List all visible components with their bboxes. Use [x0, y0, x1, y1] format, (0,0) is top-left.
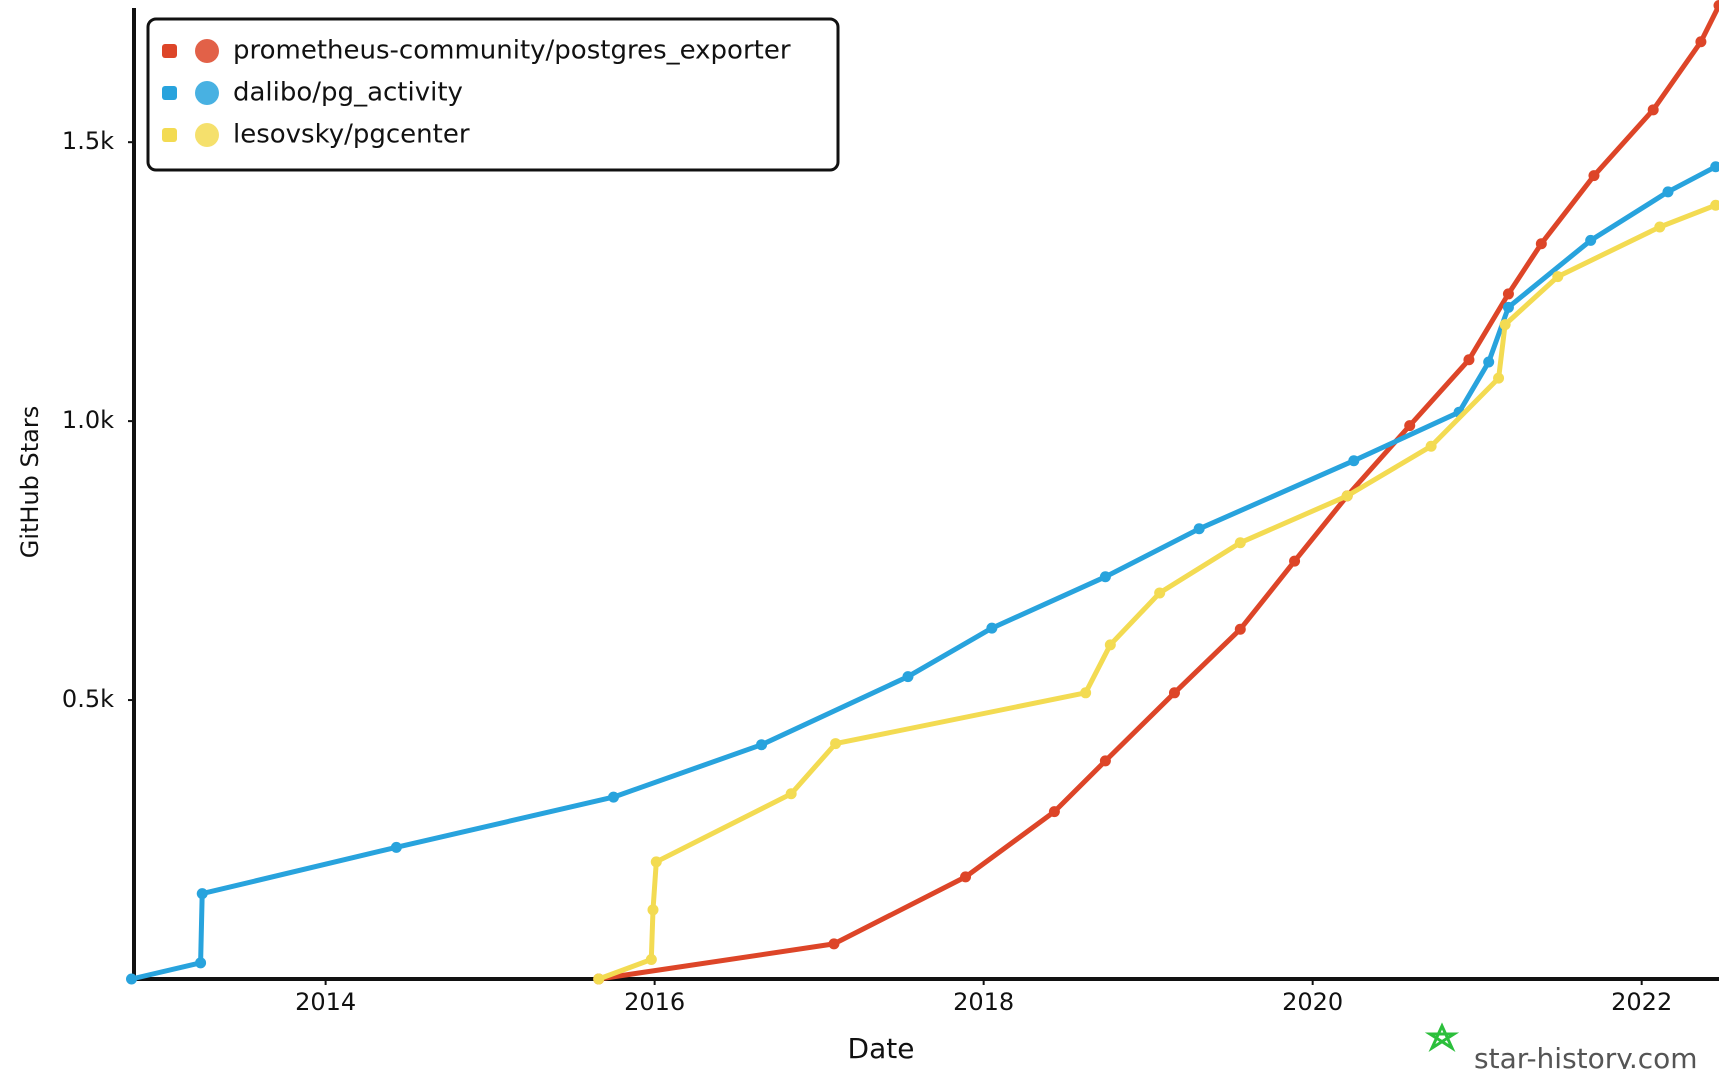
- point: [1503, 302, 1514, 313]
- legend-avatar: [195, 81, 219, 105]
- point: [1100, 755, 1111, 766]
- point: [1536, 238, 1547, 249]
- point: [1049, 806, 1060, 817]
- point: [647, 904, 658, 915]
- point: [1342, 490, 1353, 501]
- point: [1404, 420, 1415, 431]
- y-tick-label: 1.5k: [62, 127, 114, 155]
- legend-swatch: [162, 128, 177, 142]
- x-tick-label: 2018: [953, 988, 1014, 1016]
- point: [1483, 356, 1494, 367]
- point: [1348, 455, 1359, 466]
- point: [1463, 354, 1474, 365]
- point: [902, 671, 913, 682]
- point: [126, 974, 137, 985]
- point: [1493, 373, 1504, 384]
- point: [1289, 556, 1300, 567]
- legend-label: dalibo/pg_activity: [233, 78, 463, 108]
- legend-avatar: [195, 123, 219, 147]
- point: [1648, 104, 1659, 115]
- point: [1552, 271, 1563, 282]
- legend-swatch: [162, 44, 177, 58]
- x-tick-label: 2016: [624, 988, 685, 1016]
- point: [1585, 235, 1596, 246]
- point: [1663, 186, 1674, 197]
- point: [1426, 441, 1437, 452]
- watermark-text: star-history.com: [1474, 1042, 1698, 1069]
- point: [986, 623, 997, 634]
- legend-swatch: [162, 86, 177, 100]
- point: [1105, 639, 1116, 650]
- legend-avatar: [195, 39, 219, 63]
- point: [1235, 537, 1246, 548]
- point: [391, 842, 402, 853]
- point: [1080, 687, 1091, 698]
- point: [1100, 571, 1111, 582]
- legend-label: prometheus-community/postgres_exporter: [233, 36, 791, 66]
- x-tick-label: 2022: [1611, 988, 1672, 1016]
- point: [1654, 221, 1665, 232]
- point: [756, 739, 767, 750]
- series-line: [132, 167, 1716, 979]
- point: [1194, 523, 1205, 534]
- point: [1235, 624, 1246, 635]
- point: [1169, 687, 1180, 698]
- point: [646, 954, 657, 965]
- point: [651, 856, 662, 867]
- page: {"chart_data": { "type": "line", "x_labe…: [0, 0, 1719, 1069]
- point: [1588, 170, 1599, 181]
- watermark: star-history.com: [1430, 1026, 1698, 1069]
- point: [608, 792, 619, 803]
- point: [197, 888, 208, 899]
- x-axis-label: Date: [848, 1032, 915, 1065]
- point: [1503, 288, 1514, 299]
- point: [1695, 36, 1706, 47]
- chart: Date GitHub Stars star-history.com 0.5k 1…: [0, 0, 1719, 1069]
- x-tick-label: 2020: [1282, 988, 1343, 1016]
- y-axis-label: GitHub Stars: [16, 406, 44, 559]
- point: [828, 938, 839, 949]
- legend: prometheus-community/postgres_exporterda…: [148, 19, 838, 170]
- point: [786, 788, 797, 799]
- y-tick-label: 1.0k: [62, 406, 114, 434]
- point: [593, 974, 604, 985]
- point: [1154, 587, 1165, 598]
- watermark-icon: [1430, 1026, 1454, 1048]
- point: [1500, 319, 1511, 330]
- point: [830, 738, 841, 749]
- point: [960, 871, 971, 882]
- legend-label: lesovsky/pgcenter: [233, 120, 470, 150]
- x-tick-label: 2014: [295, 988, 356, 1016]
- y-tick-label: 0.5k: [62, 685, 114, 713]
- point: [195, 957, 206, 968]
